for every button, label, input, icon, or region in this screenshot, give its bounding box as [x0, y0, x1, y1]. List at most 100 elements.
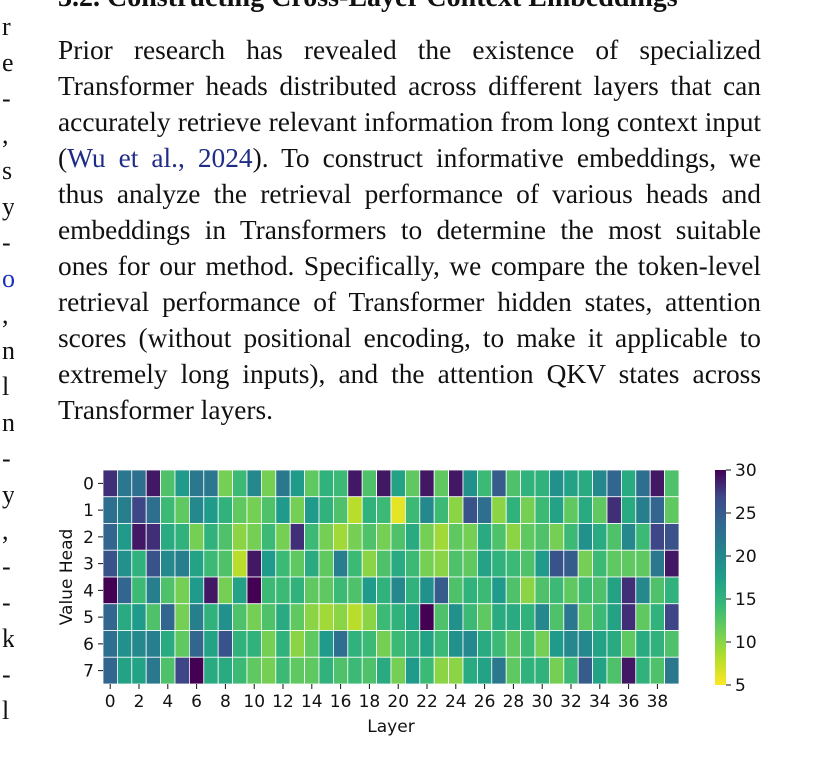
heatmap-cell	[505, 656, 522, 685]
heatmap-cell	[332, 523, 349, 551]
heatmap-cell	[131, 576, 147, 605]
heatmap-cell	[419, 549, 435, 578]
paragraph-text-before: Prior research has revealed the existenc…	[58, 35, 761, 173]
colorbar-tick-label: 20	[735, 547, 757, 567]
heatmap-cell	[476, 549, 493, 578]
heatmap-cell	[534, 576, 550, 605]
heatmap-cell	[232, 549, 248, 578]
heatmap-cell	[462, 603, 478, 631]
column-fragment-char: e	[2, 48, 14, 77]
heatmap-cell	[390, 630, 406, 658]
heatmap-cell	[246, 576, 262, 605]
heatmap-cell	[117, 549, 133, 578]
x-tick-label: 22	[416, 692, 438, 712]
heatmap-cell	[232, 523, 248, 551]
column-fragment-char: y	[2, 480, 14, 509]
column-fragment-char: -	[2, 228, 11, 257]
heatmap-cell	[505, 630, 522, 658]
heatmap-cell	[232, 603, 248, 631]
heatmap-cell	[275, 549, 291, 578]
heatmap-cell	[232, 496, 248, 524]
heatmap-cell	[318, 603, 334, 631]
heatmap-cell	[117, 469, 133, 498]
heatmap-cell	[160, 576, 176, 605]
heatmap-cell	[476, 496, 493, 524]
heatmap-cell	[160, 630, 176, 658]
heatmap-cell	[404, 630, 421, 658]
heatmap-cell	[635, 469, 651, 498]
heatmap-cell	[361, 656, 378, 685]
heatmap-cell	[577, 549, 594, 578]
heatmap-cell	[304, 576, 320, 605]
heatmap-cell	[462, 656, 478, 685]
heatmap-cell	[462, 576, 478, 605]
heatmap-cell	[448, 603, 464, 631]
heatmap-cell	[145, 630, 161, 658]
y-tick-label: 0	[83, 474, 94, 494]
heatmap-cell	[491, 603, 507, 631]
x-axis-ticks: 0 2 4 6 8 10 12 14 16 18 20 22 24 26 28 30 32 34 36 38	[105, 684, 668, 712]
heatmap-cell	[462, 630, 478, 658]
heatmap-cell	[419, 469, 435, 498]
heatmap-cell	[577, 496, 594, 524]
column-fragment-char: -	[2, 552, 11, 581]
heatmap-cell	[347, 630, 363, 658]
heatmap-cell	[606, 576, 622, 605]
x-tick-label: 38	[647, 692, 669, 712]
heatmap-cell	[404, 469, 421, 498]
heatmap-cell	[419, 603, 435, 631]
heatmap-cell	[534, 630, 550, 658]
heatmap-cell	[649, 576, 666, 605]
y-tick-label: 2	[83, 528, 94, 548]
heatmap-cell	[275, 630, 291, 658]
heatmap-cell	[621, 630, 637, 658]
heatmap-cell	[549, 603, 565, 631]
heatmap-cell	[592, 496, 608, 524]
heatmap-cell	[332, 656, 349, 685]
x-tick-label: 32	[560, 692, 582, 712]
heatmap-cell	[491, 630, 507, 658]
citation-link[interactable]: Wu et al., 2024	[67, 143, 253, 173]
heatmap-cell	[304, 496, 320, 524]
heatmap-cell	[664, 656, 680, 685]
heatmap-cell	[448, 549, 464, 578]
heatmap-cell	[606, 469, 622, 498]
column-fragment-char: ,	[2, 516, 9, 545]
heatmap-cell	[160, 603, 176, 631]
heatmap-cell	[433, 469, 450, 498]
heatmap-cell	[577, 630, 594, 658]
heatmap-cell	[505, 523, 522, 551]
heatmap-cell	[304, 549, 320, 578]
heatmap-cell	[260, 469, 277, 498]
heatmap-cell	[318, 576, 334, 605]
heatmap-cell	[664, 549, 680, 578]
heatmap-cell	[649, 523, 666, 551]
heatmap-cell	[361, 496, 378, 524]
heatmap-cell	[275, 576, 291, 605]
heatmap-cell	[649, 656, 666, 685]
x-tick-label: 24	[445, 692, 467, 712]
heatmap-cell	[491, 656, 507, 685]
heatmap-cell	[433, 603, 450, 631]
heatmap-cell	[534, 523, 550, 551]
heatmap-cell	[289, 469, 306, 498]
heatmap-cell	[246, 496, 262, 524]
heatmap-cell	[145, 656, 161, 685]
column-fragment-char: l	[2, 696, 10, 725]
heatmap-cell	[188, 549, 205, 578]
x-tick-label: 10	[243, 692, 265, 712]
heatmap-cell	[549, 576, 565, 605]
heatmap-cell	[332, 630, 349, 658]
column-fragment-char: -	[2, 444, 11, 473]
heatmap-cell	[649, 496, 666, 524]
heatmap-cell	[304, 630, 320, 658]
heatmap-cell	[476, 656, 493, 685]
heatmap-cell	[664, 630, 680, 658]
heatmap-cell	[606, 656, 622, 685]
heatmap-cell	[448, 496, 464, 524]
heatmap-cell	[217, 549, 233, 578]
heatmap-cell	[318, 549, 334, 578]
column-fragment-char: o	[2, 264, 14, 293]
heatmap-cell	[145, 603, 161, 631]
heatmap-cell	[505, 496, 522, 524]
